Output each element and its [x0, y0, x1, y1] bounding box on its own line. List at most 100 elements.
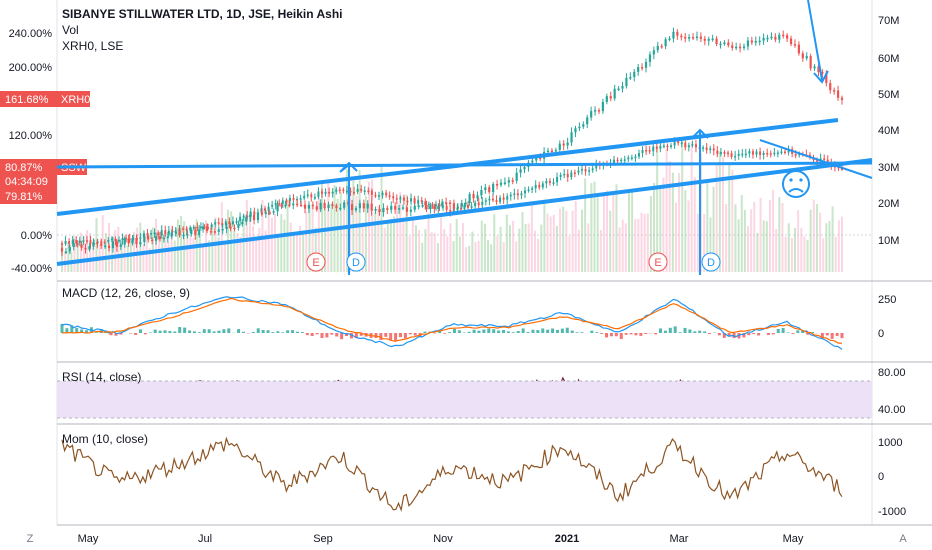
macd-histogram-bar — [835, 333, 839, 336]
macd-histogram-bar — [227, 328, 231, 333]
volume-bar — [643, 213, 646, 272]
candle-body — [242, 215, 245, 218]
price-tick: 0.00% — [21, 230, 52, 242]
candle-body — [467, 204, 470, 208]
volume-bar — [321, 182, 323, 272]
candle-body — [431, 203, 434, 207]
candle-body — [641, 149, 644, 154]
volume-bar — [747, 226, 750, 272]
macd-histogram-bar — [178, 327, 182, 333]
volume-bar — [480, 220, 483, 272]
candle-body — [394, 205, 397, 210]
candle-body — [731, 45, 734, 48]
volume-bar — [731, 170, 734, 272]
candle-body — [399, 197, 402, 200]
volume-bar — [233, 230, 236, 272]
volume-bar — [662, 177, 665, 272]
volume-bar — [615, 184, 618, 272]
candle-body — [406, 200, 409, 203]
macd-histogram-bar — [668, 327, 672, 333]
candle-body — [131, 237, 134, 244]
candle-body — [727, 152, 730, 155]
dividend-marker[interactable]: D — [701, 252, 721, 272]
volume-bar — [765, 221, 768, 272]
candle-body — [241, 221, 244, 225]
macd-histogram-bar — [349, 333, 353, 339]
candle-body — [317, 191, 320, 197]
scale-z-button[interactable]: Z — [27, 533, 34, 545]
macd-histogram-bar — [580, 332, 584, 333]
macd-histogram-bar — [168, 331, 172, 333]
arrow-down-may[interactable] — [807, 0, 829, 84]
volume-bar — [750, 209, 753, 272]
volume-bar — [402, 219, 405, 272]
volume-bar — [427, 213, 430, 272]
candle-body — [182, 228, 185, 230]
candle-body — [515, 172, 518, 181]
descending-line[interactable] — [759, 139, 873, 179]
macd-line — [61, 296, 843, 350]
candle-body — [464, 202, 467, 205]
candle-body — [441, 202, 444, 207]
volume-bar — [358, 170, 361, 272]
volume-bar — [386, 220, 389, 272]
macd-histogram-bar — [722, 333, 726, 338]
volume-bar — [377, 206, 380, 272]
upper-channel-line[interactable] — [56, 118, 839, 216]
candle-body — [280, 204, 283, 207]
volume-bar — [477, 240, 480, 272]
candle-body — [427, 203, 430, 206]
volume-bar — [703, 213, 706, 272]
macd-histogram-bar — [595, 332, 599, 333]
scale-auto-button[interactable]: A — [899, 533, 907, 545]
dividend-marker[interactable]: D — [346, 252, 366, 272]
volume-bar — [220, 202, 223, 272]
candle-body — [272, 211, 275, 213]
volume-bar — [518, 228, 521, 272]
candle-body — [186, 234, 189, 236]
arrow-up-mar[interactable] — [691, 128, 709, 275]
lower-channel-line[interactable] — [56, 158, 873, 266]
candle-body — [548, 180, 551, 183]
candle-body — [92, 242, 95, 247]
volume-bar — [436, 243, 439, 272]
earnings-marker[interactable]: E — [648, 252, 668, 272]
candle-body — [524, 190, 527, 194]
candle-body — [119, 244, 122, 247]
volume-bar — [753, 201, 756, 272]
volume-bar — [252, 226, 255, 272]
candle-body — [162, 237, 166, 240]
candle-body — [445, 205, 448, 210]
volume-bar — [414, 225, 417, 272]
candle-body — [531, 160, 534, 163]
candle-body — [390, 205, 393, 210]
candle-body — [750, 40, 753, 43]
macd-histogram-bar — [202, 329, 206, 333]
candle-body — [520, 193, 523, 196]
candle-body — [809, 56, 812, 69]
candle-body — [166, 236, 169, 239]
volume-bar — [712, 186, 715, 272]
volume-bar — [555, 225, 558, 272]
macd-histogram-bar — [443, 333, 447, 334]
volume-bar — [61, 242, 63, 272]
candle-body — [627, 157, 630, 160]
volume-bar — [734, 204, 737, 272]
volume-bar — [255, 236, 258, 272]
earnings-marker[interactable]: E — [306, 252, 326, 272]
volume-bar — [487, 240, 490, 272]
candle-body — [292, 203, 295, 206]
trendlines[interactable] — [56, 0, 873, 275]
horizontal-support-line[interactable] — [56, 161, 873, 169]
macd-histogram-bar — [825, 333, 829, 336]
candle-body — [158, 236, 162, 240]
candle-body — [492, 184, 495, 193]
candle-body — [805, 56, 808, 59]
vol-label: Vol — [62, 23, 79, 37]
candle-body — [123, 238, 126, 245]
time-label: 2021 — [555, 533, 579, 545]
volume-bar — [737, 219, 740, 272]
candle-body — [691, 37, 695, 39]
volume-bar — [493, 214, 496, 272]
volume-bar — [684, 190, 687, 272]
